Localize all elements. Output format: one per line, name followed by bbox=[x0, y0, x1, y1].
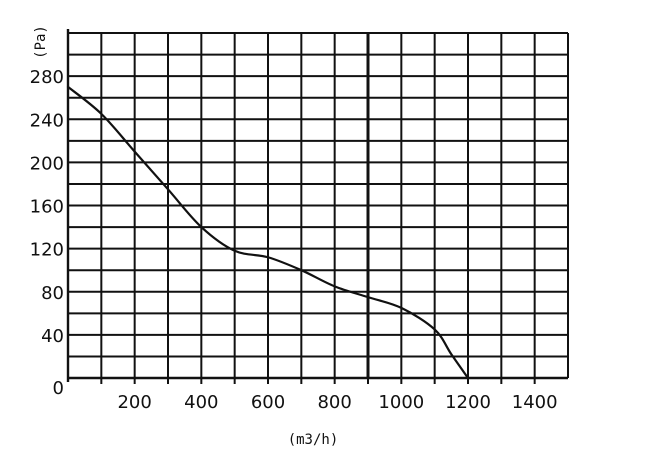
y-tick-label: 80 bbox=[41, 283, 64, 304]
y-tick-label: 200 bbox=[30, 153, 64, 174]
grid bbox=[66, 29, 569, 384]
y-tick-label: 160 bbox=[30, 197, 64, 218]
y-tick-labels: 0 40 80 120 160 200 240 280 bbox=[30, 67, 64, 399]
x-tick-label: 1000 bbox=[378, 392, 424, 413]
x-tick-label: 600 bbox=[251, 392, 285, 413]
x-tick-label: 400 bbox=[184, 392, 218, 413]
x-tick-labels: 200 400 600 800 1000 1200 1400 bbox=[117, 392, 557, 413]
x-tick-label: 1200 bbox=[445, 392, 491, 413]
y-tick-label: 280 bbox=[30, 67, 64, 88]
curve-layer bbox=[66, 85, 470, 380]
x-tick-label: 200 bbox=[117, 392, 151, 413]
y-tick-label: 40 bbox=[41, 326, 64, 347]
pressure-curve bbox=[66, 85, 470, 380]
y-tick-label: 240 bbox=[30, 110, 64, 131]
x-axis-label: (m3/h) bbox=[288, 432, 339, 448]
y-axis-label: (Pa) bbox=[33, 25, 49, 59]
y-tick-label: 120 bbox=[30, 240, 64, 261]
x-tick-label: 1400 bbox=[512, 392, 558, 413]
x-tick-label: 800 bbox=[317, 392, 351, 413]
y-tick-label: 0 bbox=[53, 378, 64, 399]
